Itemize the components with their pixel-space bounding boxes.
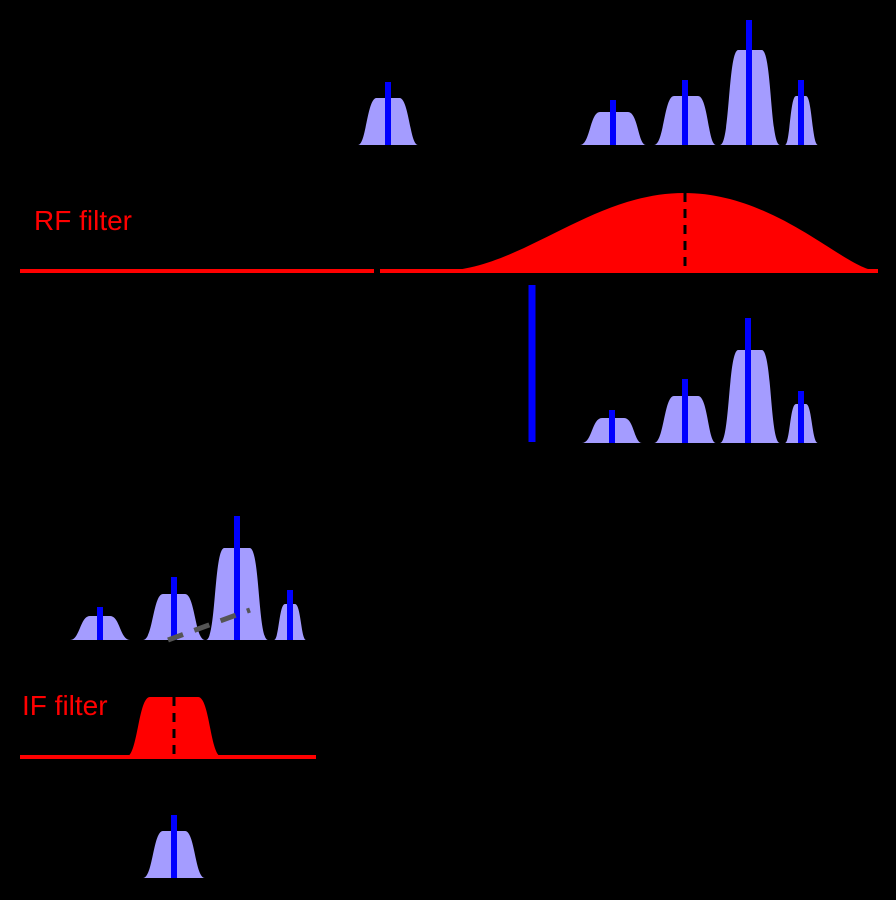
if-filter-passband <box>126 697 222 757</box>
if-filter-label: IF filter <box>22 690 108 721</box>
rf-filtered-spectrum <box>528 285 818 443</box>
signal-3 <box>206 516 268 640</box>
shift-indicator-dash <box>167 607 251 643</box>
signal-3 <box>720 318 780 443</box>
image-signal <box>358 82 418 145</box>
if-shifted-spectrum <box>70 516 306 643</box>
rf-filter-passband <box>380 193 878 271</box>
signal-2 <box>143 577 205 640</box>
signal-4 <box>785 80 818 145</box>
input-spectrum <box>358 20 818 145</box>
signal-2 <box>654 80 716 145</box>
signal-2 <box>654 379 716 443</box>
signal-3 <box>720 20 780 145</box>
output-signal <box>143 815 205 878</box>
signal-1 <box>582 410 642 443</box>
signal-1 <box>70 607 130 640</box>
rf-filter-response: RF filter <box>20 193 878 273</box>
signal-1 <box>580 100 646 145</box>
signal-4 <box>274 590 306 640</box>
signal-4 <box>785 391 818 443</box>
rf-filter-label: RF filter <box>34 205 132 236</box>
if-filter-response: IF filter <box>20 690 316 759</box>
